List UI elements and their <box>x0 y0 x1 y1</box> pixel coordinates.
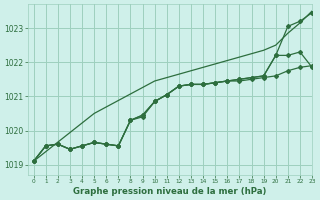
X-axis label: Graphe pression niveau de la mer (hPa): Graphe pression niveau de la mer (hPa) <box>73 187 267 196</box>
